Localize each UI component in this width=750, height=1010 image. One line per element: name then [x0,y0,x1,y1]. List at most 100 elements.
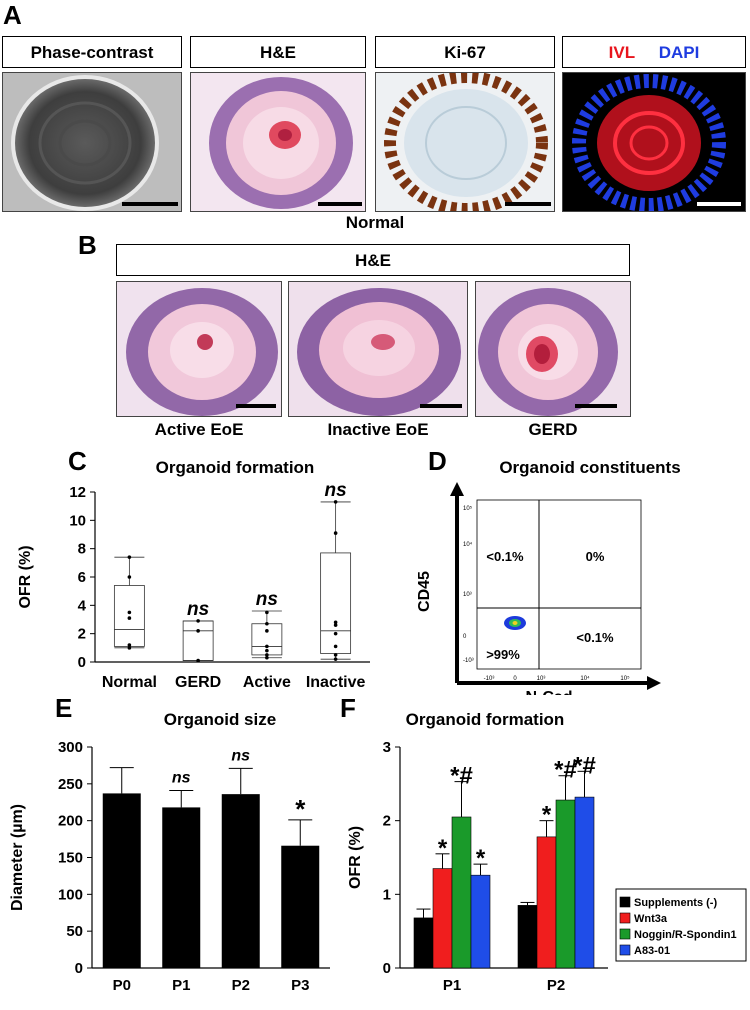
ivl-label: IVL [608,43,636,62]
x-axis-label: N-Cad [525,689,572,695]
data-point [265,629,269,633]
caption-active-eoe: Active EoE [154,420,244,439]
y-tick-label: 0 [463,634,467,640]
panel-letter-c: C [68,446,87,476]
bar [102,793,141,968]
he-inactive-eoe-image [288,281,468,417]
bar [432,868,453,969]
annotation: * [476,845,486,872]
data-point [127,616,132,620]
dapi-label: DAPI [658,43,700,62]
quadrant-top-right: 0% [586,549,605,564]
y-tick-label: 200 [58,813,83,830]
legend-label: A83-01 [634,945,670,957]
label-ki67: Ki-67 [375,36,555,68]
data-point [333,653,338,657]
annotation: *# [554,757,577,784]
x-tick-label: Active [243,674,291,691]
chart-e-title: Organoid size [163,710,277,729]
y-tick-label: 10⁴ [463,541,473,548]
x-tick-label: P3 [291,977,309,994]
data-point [127,555,132,559]
y-tick-label: 2 [383,813,391,830]
y-tick-label: 2 [78,626,86,643]
annotation: ns [172,769,191,786]
data-point [196,658,200,663]
x-tick-label: P1 [443,977,461,994]
panel-letter-a: A [3,0,22,30]
data-point [333,657,338,661]
annotation: *# [573,752,596,779]
he-gerd-image [475,281,631,417]
bar [517,905,538,969]
y-axis-label: CD45 [416,571,433,612]
he-normal-image [190,72,366,212]
data-point [333,500,338,504]
label-he: H&E [190,36,366,68]
caption-gerd: GERD [528,420,578,439]
y-axis-label: OFR (%) [17,545,34,608]
bar [574,796,595,969]
data-point [265,644,269,649]
phase-contrast-image [2,72,182,212]
y-axis-label: Diameter (µm) [9,804,26,911]
chart-c: 0 2 4 6 8 10 12 OFR (%) Normal GERD ns Active ns Inac… [17,480,370,691]
data-point [127,575,132,579]
y-tick-label: 0 [75,960,83,977]
label-he-b: H&E [116,244,630,276]
y-tick-label: 50 [66,923,83,940]
y-tick-label: 10³ [463,592,472,598]
annotation-ns: ns [187,599,209,620]
he-active-eoe-image [116,281,282,417]
y-tick-label: 1 [383,886,391,903]
annotation-ns: ns [325,480,347,501]
bar [451,816,472,969]
quadrant-top-left: <0.1% [486,549,524,564]
y-tick-label: 0 [383,960,391,977]
data-point [265,653,269,657]
chart-c-title: Organoid formation [155,458,315,477]
annotation: * [542,802,552,829]
box-iqr [320,552,352,654]
scale-bar-ki67 [505,202,551,206]
panel-letter-f: F [340,693,356,723]
x-tick-label: P2 [547,977,565,994]
x-tick-label: 10⁴ [580,675,590,682]
quadrant-bottom-left: >99% [486,647,520,662]
annotation: * [438,835,448,862]
data-point [127,643,132,647]
x-tick-label: Normal [102,674,157,691]
y-tick-label: -10³ [463,658,474,664]
y-tick-label: 100 [58,886,83,903]
y-tick-label: 12 [69,484,86,501]
bar [536,836,557,969]
legend-swatch [619,896,631,908]
x-tick-label: P1 [172,977,190,994]
x-tick-label: 10³ [537,676,546,682]
annotation: *# [450,763,473,790]
scale-bar-gerd [575,404,617,408]
legend-label: Noggin/R-Spondin1 [634,929,737,941]
x-tick-label: -10³ [484,676,495,682]
data-point [196,629,200,633]
caption-inactive-eoe: Inactive EoE [327,420,429,439]
data-point [333,631,338,636]
legend-label: Wnt3a [634,913,668,925]
x-tick-label: 10⁵ [620,675,630,682]
chart-d-title: Organoid constituents [499,458,681,477]
panel-letter-e: E [55,693,73,723]
chart-f-title: Organoid formation [405,710,565,729]
panel-letter-b: B [78,230,97,260]
panel-letter-d: D [428,446,447,476]
y-tick-label: 150 [58,850,83,867]
legend-label: Supplements (-) [634,897,717,909]
box-iqr [182,620,214,661]
caption-normal: Normal [345,213,405,232]
x-tick-label: Inactive [306,674,366,691]
y-tick-label: 4 [78,597,87,614]
label-phase-contrast: Phase-contrast [2,36,182,68]
data-point [265,648,269,653]
y-tick-label: 3 [383,739,391,756]
y-axis-label: OFR (%) [347,826,364,889]
